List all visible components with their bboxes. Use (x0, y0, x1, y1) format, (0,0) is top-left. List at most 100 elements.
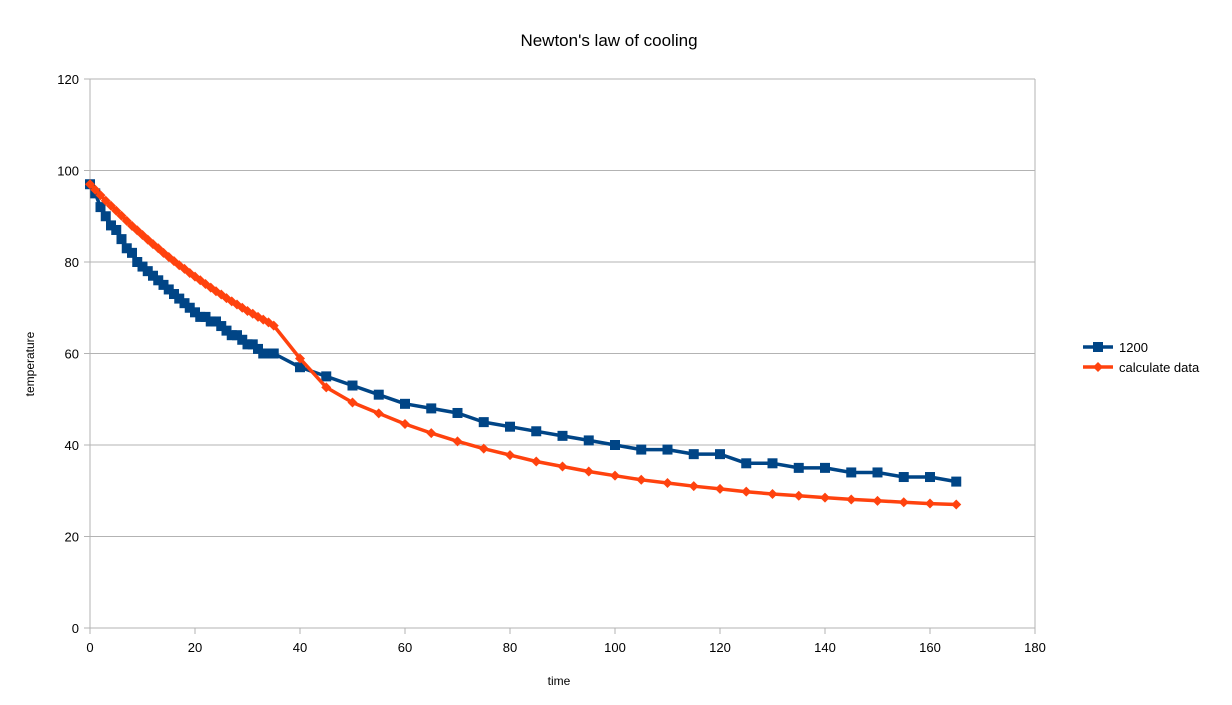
data-point (820, 462, 830, 473)
data-point (452, 436, 463, 447)
data-point (872, 467, 883, 478)
y-axis-label: temperature (23, 331, 37, 396)
data-point (951, 499, 962, 510)
data-point (253, 343, 263, 354)
data-point (153, 275, 164, 286)
data-point (400, 398, 410, 409)
legend-label: calculate data (1119, 360, 1200, 375)
data-point (347, 397, 358, 408)
data-point (106, 200, 116, 211)
x-tick-label: 120 (709, 640, 731, 655)
x-tick-label: 0 (86, 640, 93, 655)
legend-marker (1093, 362, 1103, 372)
data-point (715, 483, 725, 494)
data-point (132, 257, 143, 267)
data-point (557, 461, 568, 472)
series-2 (85, 179, 962, 510)
data-point (116, 210, 127, 221)
y-tick-label: 0 (72, 621, 79, 636)
data-point (100, 195, 111, 206)
data-point (295, 362, 305, 373)
y-tick-label: 100 (57, 164, 79, 179)
data-point (321, 382, 332, 393)
y-tick-label: 20 (65, 530, 79, 545)
data-point (169, 289, 179, 300)
data-point (148, 270, 158, 281)
data-point (898, 497, 909, 508)
data-point (190, 307, 200, 318)
data-point (583, 466, 594, 477)
data-point (268, 348, 279, 359)
data-point (688, 481, 699, 492)
data-point (688, 449, 699, 460)
data-point (121, 215, 132, 226)
data-point (662, 477, 673, 488)
data-point (142, 266, 153, 277)
data-point (531, 456, 542, 467)
data-point (106, 220, 116, 231)
tick-labels: 0 20 40 60 80 100 120 0 20 40 60 80 100 120 140 160 180 (57, 72, 1046, 655)
data-point (95, 190, 106, 201)
x-axis-label: time (548, 674, 571, 688)
data-point (400, 418, 410, 429)
data-point (195, 311, 206, 322)
data-point (121, 243, 132, 254)
data-point (741, 458, 752, 469)
data-point (531, 426, 542, 437)
data-point (925, 498, 935, 509)
y-tick-label: 40 (65, 438, 79, 453)
data-point (242, 339, 253, 350)
data-point (557, 430, 568, 441)
data-point (95, 202, 106, 213)
data-point (793, 462, 804, 473)
data-point (90, 184, 101, 195)
series-line (88, 183, 957, 484)
data-point (200, 311, 211, 322)
data-point (505, 450, 515, 461)
data-point (216, 321, 227, 332)
data-point (662, 444, 673, 455)
x-tick-label: 60 (398, 640, 412, 655)
data-point (767, 488, 778, 499)
data-point (179, 298, 190, 309)
data-point (237, 334, 248, 345)
y-tick-label: 80 (65, 255, 79, 270)
data-point (295, 353, 305, 364)
data-point (583, 435, 594, 446)
legend-marker (1093, 342, 1103, 352)
data-point (258, 348, 269, 359)
data-point (793, 490, 804, 501)
x-tick-label: 180 (1024, 640, 1046, 655)
x-tick-label: 160 (919, 640, 941, 655)
y-tick-label: 60 (65, 347, 79, 362)
data-point (111, 224, 122, 235)
data-point (205, 316, 216, 327)
data-point (226, 330, 237, 341)
data-point (373, 408, 384, 419)
y-tick-label: 120 (57, 72, 79, 87)
grid-lines (84, 78, 1035, 629)
axes (89, 79, 1036, 634)
x-tick-label: 20 (188, 640, 202, 655)
data-point (321, 371, 332, 382)
legend-label: 1200 (1119, 340, 1148, 355)
data-point (452, 407, 463, 418)
data-point (184, 302, 195, 313)
data-point (211, 316, 221, 327)
data-point (846, 494, 857, 505)
data-point (232, 330, 242, 341)
data-point (268, 320, 279, 331)
data-point (636, 474, 647, 485)
data-point (127, 247, 137, 258)
data-point (221, 325, 232, 336)
data-point (426, 403, 437, 414)
data-point (610, 470, 620, 481)
data-point (767, 458, 778, 469)
series-group (85, 179, 962, 510)
data-point (610, 440, 620, 450)
data-point (872, 495, 883, 506)
data-point (898, 472, 909, 483)
data-point (347, 380, 358, 391)
